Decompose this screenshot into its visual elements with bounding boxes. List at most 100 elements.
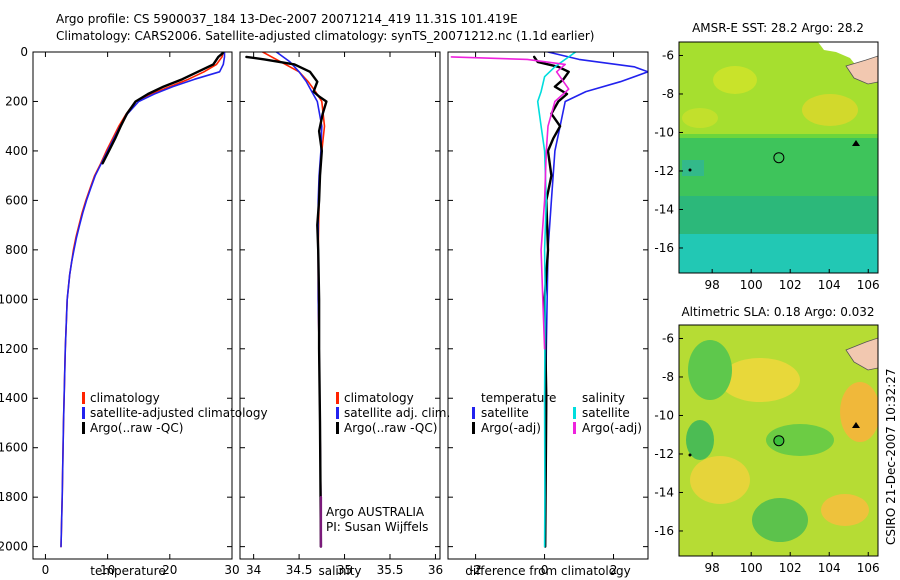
difference-x-tick-label: -2 <box>470 563 482 577</box>
salinity-series-1 <box>275 52 323 548</box>
difference-series-2 <box>536 52 577 548</box>
sla-low-patch <box>766 424 834 456</box>
sst-map-y-tick-label: -16 <box>654 241 674 255</box>
sla-map-panel: Altimetric SLA: 0.18 Argo: 0.032 98 100 10… <box>654 305 880 575</box>
sst-cool-band <box>679 196 878 236</box>
salinity-x-tick-label: 34.5 <box>286 563 313 577</box>
salinity-legend: climatology satellite adj. clim. Argo(..… <box>336 391 450 435</box>
legend-swatch-climatology <box>82 392 85 404</box>
sla-map-x-tick-label: 104 <box>818 561 841 575</box>
salinity-panel: 34 34.5 35 35.5 36 salinity climatology sate… <box>239 51 450 578</box>
legend-swatch-temp-argo <box>472 422 475 434</box>
legend-swatch-sal-argo <box>573 422 576 434</box>
sst-mid-band <box>679 138 878 198</box>
sla-map-y-tick-label: -10 <box>654 408 674 422</box>
sst-map-y-tick-label: -8 <box>662 87 674 101</box>
temperature-x-tick-label: 30 <box>224 563 239 577</box>
sla-map-title: Altimetric SLA: 0.18 Argo: 0.032 <box>681 305 874 319</box>
temperature-plot-frame <box>32 51 233 560</box>
difference-axis-label: difference from climatology <box>465 564 631 578</box>
temperature-series-1 <box>60 52 226 548</box>
sst-warm-patch <box>802 94 858 126</box>
salinity-plot-frame <box>239 51 441 560</box>
sla-map-x-tick-label: 106 <box>857 561 880 575</box>
temperature-y-tick-label: 1200 <box>0 342 28 356</box>
sla-map-y-tick-label: -12 <box>654 447 674 461</box>
sst-warm-patch <box>682 108 718 128</box>
sst-map-frame <box>678 41 879 274</box>
legend-label-sal-satellite: satellite <box>582 406 630 420</box>
difference-series-3 <box>450 56 570 350</box>
sst-map-x-tick-label: 104 <box>818 278 841 292</box>
sla-high-patch <box>720 358 800 402</box>
sla-map-x-tick-label: 102 <box>779 561 802 575</box>
sla-map-y-tick-label: -8 <box>662 370 674 384</box>
difference-series-0 <box>544 52 648 548</box>
pi-annotation: PI: Susan Wijffels <box>326 520 428 534</box>
legend-label-climatology: climatology <box>344 391 414 405</box>
sst-map-x-tick-label: 106 <box>857 278 880 292</box>
sst-cold-band <box>679 234 878 273</box>
legend-swatch-climatology <box>336 392 339 404</box>
sla-coastline <box>845 337 878 371</box>
sla-map-x-tick-label: 98 <box>705 561 720 575</box>
legend-swatch-satellite <box>336 407 339 419</box>
salinity-x-tick-label: 35.5 <box>377 563 404 577</box>
sla-argo-location-marker <box>773 435 785 447</box>
sst-map-x-tick-label: 100 <box>740 278 763 292</box>
sla-high-patch <box>690 456 750 504</box>
difference-x-tick-label: 0 <box>541 563 549 577</box>
sst-map-y-tick-label: -10 <box>654 125 674 139</box>
temperature-y-tick-label: 200 <box>5 94 28 108</box>
sla-map-y-tick-label: -16 <box>654 524 674 538</box>
legend-swatch-temp-satellite <box>472 407 475 419</box>
legend-swatch-sal-satellite <box>573 407 576 419</box>
salinity-series-2 <box>245 55 328 548</box>
sst-map-x-tick-label: 102 <box>779 278 802 292</box>
temperature-y-tick-label: 800 <box>5 243 28 257</box>
timestamp-label: CSIRO 21-Dec-2007 10:32:27 <box>884 368 898 545</box>
sst-map-title: AMSR-E SST: 28.2 Argo: 28.2 <box>692 21 864 35</box>
legend-label-argo: Argo(..raw -QC) <box>90 421 183 435</box>
sst-warm-patch <box>713 66 757 94</box>
sla-low-patch <box>686 420 714 460</box>
difference-panel: -2 0 2 difference from climatology tempera… <box>447 51 649 578</box>
temperature-x-tick-label: 20 <box>162 563 177 577</box>
temperature-y-tick-label: 1600 <box>0 441 28 455</box>
temperature-series-2 <box>101 52 224 165</box>
sla-island-marker <box>852 422 860 428</box>
sla-map-x-tick-label: 100 <box>740 561 763 575</box>
legend-label-climatology: climatology <box>90 391 160 405</box>
salinity-axis-label: salinity <box>318 564 361 578</box>
sst-cool-patch <box>682 160 704 176</box>
temperature-y-tick-label: 2000 <box>0 540 28 554</box>
figure-title-line1: Argo profile: CS 5900037_184 13-Dec-2007… <box>56 12 518 26</box>
legend-label-argo: Argo(..raw -QC) <box>344 421 437 435</box>
sst-argo-location-marker <box>773 152 785 164</box>
difference-x-tick-label: 2 <box>610 563 618 577</box>
salinity-x-tick-label: 34 <box>246 563 261 577</box>
difference-legend: temperature satellite Argo(-adj) salinit… <box>472 391 642 435</box>
sla-map-y-tick-label: -14 <box>654 485 674 499</box>
difference-plot-frame <box>447 51 649 560</box>
legend-swatch-satellite <box>82 407 85 419</box>
difference-series-1 <box>533 55 570 548</box>
legend-swatch-argo <box>336 422 339 434</box>
sst-island-marker <box>688 168 692 172</box>
salinity-series-0 <box>261 52 326 548</box>
legend-label-temp-argo: Argo(-adj) <box>481 421 541 435</box>
argo-program-annotation: Argo AUSTRALIA <box>326 505 425 519</box>
sst-map-y-tick-label: -14 <box>654 202 674 216</box>
legend-label-satellite: satellite-adjusted climatology <box>90 406 268 420</box>
temperature-y-tick-label: 1400 <box>0 391 28 405</box>
sst-map-y-tick-label: -12 <box>654 164 674 178</box>
sst-map-panel: AMSR-E SST: 28.2 Argo: 28.2 98 100 102 104 1… <box>654 21 879 292</box>
legend-label-satellite: satellite adj. clim. <box>344 406 450 420</box>
legend-header-salinity: salinity <box>582 391 625 405</box>
temperature-panel: 0 10 20 30 0 200 400 600 800 1000 1200 1400 1600 1800… <box>0 45 268 578</box>
temperature-y-tick-label: 600 <box>5 193 28 207</box>
sst-map-y-tick-label: -6 <box>662 48 674 62</box>
sla-island-marker <box>688 453 692 457</box>
temperature-x-tick-label: 10 <box>100 563 115 577</box>
